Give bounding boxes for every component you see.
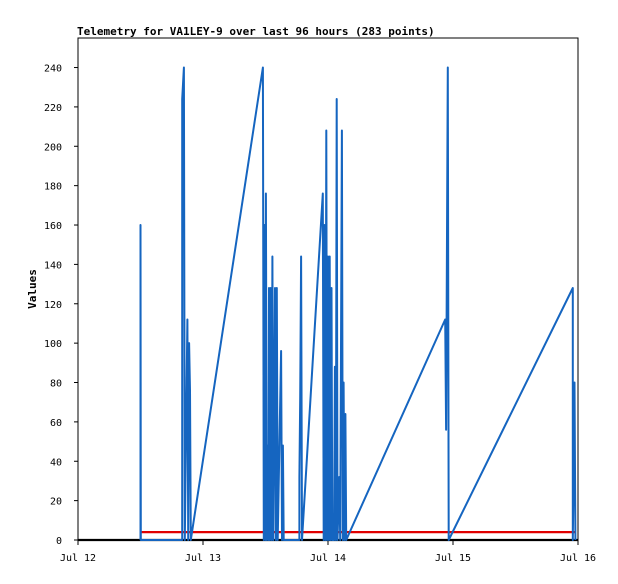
y-tick-label: 120 — [44, 300, 62, 311]
y-axis: 0 20 40 60 80 100 120 140 160 180 200 220 240 — [44, 64, 78, 547]
y-tick-label: 240 — [44, 64, 62, 75]
series-layer — [78, 66, 578, 542]
x-tick-label: Jul 16 — [560, 553, 596, 564]
x-tick-label: Jul 13 — [185, 553, 221, 564]
y-tick-label: 100 — [44, 339, 62, 350]
x-tick-label: Jul 15 — [435, 553, 471, 564]
y-tick-label: 160 — [44, 221, 62, 232]
y-axis-label: Values — [26, 269, 39, 309]
y-tick-label: 220 — [44, 103, 62, 114]
y-tick-label: 200 — [44, 142, 62, 153]
y-tick-label: 0 — [56, 536, 62, 547]
y-tick-label: 80 — [50, 379, 62, 390]
series-line-0 — [139, 66, 577, 541]
chart-title: Telemetry for VA1LEY-9 over last 96 hour… — [77, 25, 435, 38]
y-tick-label: 180 — [44, 182, 62, 193]
y-tick-label: 60 — [50, 418, 62, 429]
y-tick-label: 20 — [50, 497, 62, 508]
x-tick-label: Jul 12 — [60, 553, 96, 564]
x-axis: Jul 12 Jul 13 Jul 14 Jul 15 Jul 16 — [60, 540, 596, 564]
x-tick-label: Jul 14 — [310, 553, 346, 564]
y-tick-label: 40 — [50, 457, 62, 468]
y-tick-label: 140 — [44, 260, 62, 271]
